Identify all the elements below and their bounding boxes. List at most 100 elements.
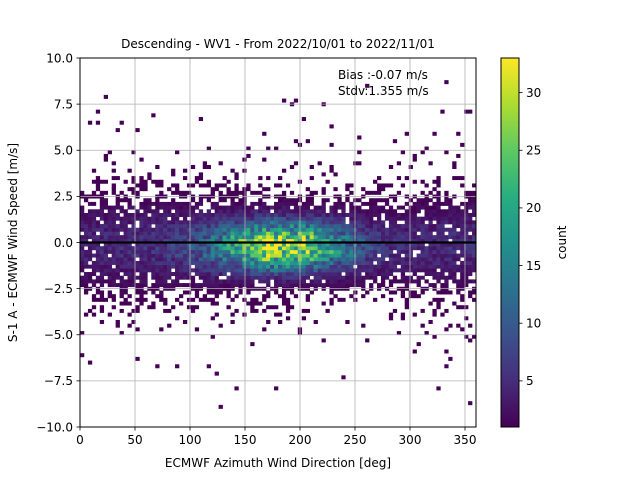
heatmap-cell	[377, 235, 382, 240]
heatmap-cell	[80, 257, 85, 262]
heatmap-cell	[258, 209, 263, 214]
heatmap-cell	[460, 297, 465, 302]
heatmap-cell	[452, 205, 457, 210]
heatmap-cell	[452, 231, 457, 236]
heatmap-cell	[361, 212, 366, 217]
heatmap-cell	[281, 216, 287, 221]
heatmap-cell	[270, 242, 275, 247]
heatmap-cell	[270, 268, 275, 273]
heatmap-cell	[270, 205, 275, 210]
heatmap-cell	[107, 224, 112, 229]
heatmap-cell	[440, 257, 445, 262]
heatmap-cell	[111, 220, 116, 225]
heatmap-cell	[444, 257, 449, 262]
heatmap-cell	[380, 238, 386, 243]
heatmap-cell	[151, 212, 156, 217]
heatmap-cell	[202, 231, 208, 236]
heatmap-cell	[281, 98, 287, 103]
heatmap-cell	[313, 212, 318, 217]
colorbar-gradient	[500, 57, 520, 428]
heatmap-cell	[214, 268, 219, 273]
heatmap-cell	[301, 257, 307, 262]
heatmap-cell	[301, 227, 307, 232]
heatmap-cell	[198, 172, 204, 177]
heatmap-cell	[163, 216, 168, 221]
heatmap-cell	[325, 198, 330, 203]
heatmap-cell	[464, 268, 469, 273]
heatmap-cell	[412, 227, 417, 232]
heatmap-cell	[182, 257, 188, 262]
heatmap-cell	[472, 224, 477, 229]
heatmap-cell	[115, 253, 120, 258]
heatmap-cell	[159, 220, 164, 225]
heatmap-cell	[119, 283, 124, 288]
heatmap-cell	[242, 275, 247, 280]
heatmap-cell	[448, 198, 453, 203]
heatmap-cell	[230, 231, 235, 236]
heatmap-cell	[444, 268, 449, 273]
heatmap-cell	[175, 249, 180, 254]
heatmap-cell	[210, 187, 215, 192]
heatmap-cell	[214, 209, 219, 214]
heatmap-cell	[111, 224, 116, 229]
heatmap-cell	[472, 198, 477, 203]
heatmap-cell	[91, 305, 97, 310]
heatmap-cell	[404, 279, 409, 284]
heatmap-cell	[436, 190, 441, 195]
heatmap-cell	[206, 165, 211, 169]
heatmap-cell	[325, 220, 330, 225]
heatmap-cell	[369, 257, 374, 262]
heatmap-cell	[250, 342, 255, 347]
heatmap-cell	[151, 290, 156, 295]
heatmap-cell	[420, 242, 425, 247]
heatmap-cell	[222, 249, 227, 254]
heatmap-cell	[428, 246, 433, 251]
y-axis-label: S-1 A - ECMWF Wind Speed [m/s]	[6, 143, 20, 342]
heatmap-cell	[380, 275, 386, 280]
heatmap-cell	[468, 338, 473, 343]
heatmap-cell	[317, 268, 322, 273]
heatmap-cell	[333, 187, 338, 192]
heatmap-cell	[234, 249, 239, 254]
heatmap-cell	[135, 253, 140, 258]
heatmap-cell	[83, 227, 89, 232]
heatmap-cell	[87, 360, 93, 365]
heatmap-cell	[285, 275, 291, 280]
heatmap-cell	[155, 235, 160, 240]
heatmap-cell	[278, 264, 283, 269]
heatmap-cell	[206, 257, 211, 262]
heatmap-cell	[83, 290, 89, 295]
heatmap-cell	[186, 246, 192, 251]
heatmap-cell	[424, 268, 429, 273]
heatmap-cell	[468, 216, 473, 221]
heatmap-cell	[262, 257, 267, 262]
heatmap-cell	[400, 268, 406, 273]
heatmap-cell	[190, 249, 196, 254]
heatmap-cell	[305, 308, 310, 313]
heatmap-cell	[301, 275, 307, 280]
heatmap-cell	[400, 272, 406, 277]
heatmap-cell	[131, 205, 136, 210]
heatmap-cell	[377, 257, 382, 262]
heatmap-cell	[135, 231, 140, 236]
heatmap-cell	[103, 220, 109, 225]
heatmap-cell	[377, 246, 382, 251]
heatmap-cell	[218, 279, 223, 284]
heatmap-cell	[83, 235, 89, 240]
heatmap-cell	[380, 209, 386, 214]
heatmap-cell	[380, 220, 386, 225]
heatmap-cell	[190, 209, 196, 214]
heatmap-cell	[179, 201, 184, 206]
heatmap-cell	[424, 183, 429, 188]
heatmap-cell	[472, 246, 477, 251]
heatmap-cell	[246, 146, 251, 151]
heatmap-cell	[428, 212, 433, 217]
heatmap-cell	[198, 176, 204, 181]
heatmap-cell	[278, 257, 283, 262]
heatmap-cell	[163, 264, 168, 269]
heatmap-cell	[404, 283, 409, 288]
heatmap-cell	[171, 183, 176, 188]
heatmap-cell	[357, 268, 362, 273]
heatmap-cell	[464, 227, 469, 232]
heatmap-cell	[333, 224, 338, 229]
